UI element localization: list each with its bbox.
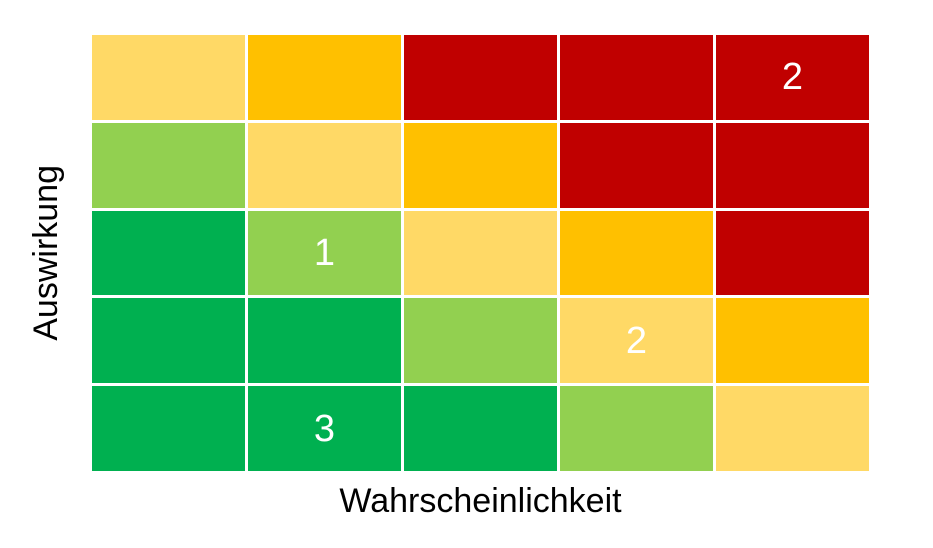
matrix-cell-r2-c2: [248, 122, 401, 208]
matrix-cell-r4-c3: [404, 298, 557, 384]
matrix-cell-r5-c3: [404, 386, 557, 471]
matrix-cell-r3-c5: [716, 210, 869, 296]
matrix-cell-r1-c3: [404, 35, 557, 120]
matrix-cell-r2-c4: [560, 122, 713, 208]
matrix-cell-r1-c4: [560, 35, 713, 120]
matrix-cell-r1-c1: [92, 35, 245, 120]
matrix-cell-r3-c2: 1: [248, 210, 401, 296]
matrix-cell-r1-c2: [248, 35, 401, 120]
matrix-cell-r2-c3: [404, 122, 557, 208]
x-axis-label: Wahrscheinlichkeit: [339, 482, 622, 520]
matrix-cell-r4-c4: 2: [560, 298, 713, 384]
matrix-cell-r4-c5: [716, 298, 869, 384]
matrix-cell-r5-c5: [716, 386, 869, 471]
matrix-cell-r2-c5: [716, 122, 869, 208]
matrix-cell-r5-c1: [92, 386, 245, 471]
matrix-cell-r2-c1: [92, 122, 245, 208]
matrix-cell-r3-c4: [560, 210, 713, 296]
matrix-cell-r3-c3: [404, 210, 557, 296]
matrix-cell-r4-c1: [92, 298, 245, 384]
matrix-cell-r4-c2: [248, 298, 401, 384]
matrix-grid: 2 1 2 3: [92, 35, 869, 471]
matrix-cell-r5-c4: [560, 386, 713, 471]
matrix-cell-r1-c5: 2: [716, 35, 869, 120]
y-axis-label-text: Auswirkung: [26, 165, 65, 341]
y-axis-label: Auswirkung: [0, 35, 92, 471]
matrix-cell-r5-c2: 3: [248, 386, 401, 471]
matrix-cell-r3-c1: [92, 210, 245, 296]
